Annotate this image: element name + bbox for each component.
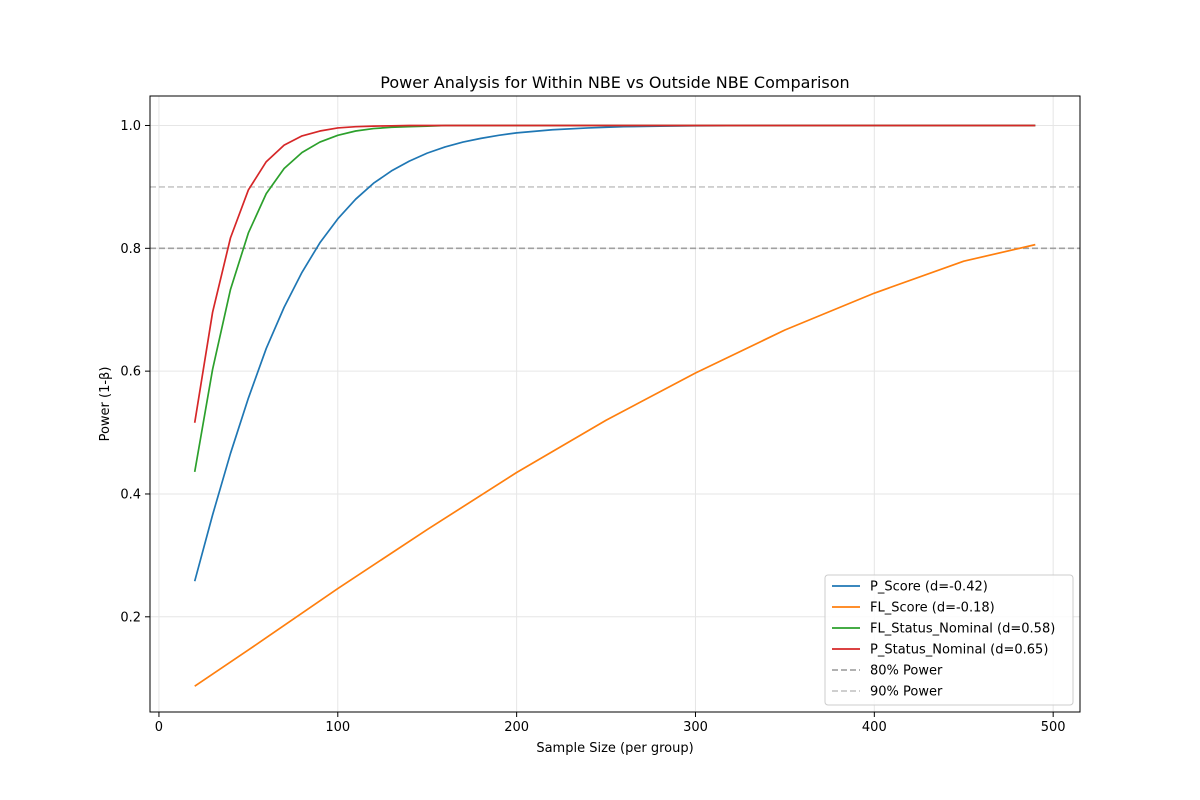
- series-lines: [193, 124, 1036, 687]
- legend-items: P_Score (d=-0.42) FL_Score (d=-0.18) FL_St…: [832, 580, 1055, 700]
- y-tick-label: 0.8: [120, 242, 141, 257]
- chart-title: Power Analysis for Within NBE vs Outside…: [380, 73, 849, 92]
- x-tick-label: 100: [325, 720, 350, 735]
- legend-label: FL_Status_Nominal (d=0.58): [870, 622, 1055, 637]
- legend-box: [824, 574, 1074, 706]
- legend-label: P_Status_Nominal (d=0.65): [870, 643, 1048, 658]
- y-tick-label: 0.2: [120, 610, 141, 625]
- y-tick-label: 1.0: [120, 119, 141, 134]
- legend-label: FL_Score (d=-0.18): [870, 601, 995, 616]
- reference-lines: [150, 186, 1080, 250]
- legend-label: 80% Power: [870, 664, 943, 679]
- x-tick-label: 400: [862, 720, 887, 735]
- legend-label: P_Score (d=-0.42): [870, 580, 988, 595]
- axes: 0 100 200 300 400 500 0.2 0.4 0.6 0.8 1.0: [120, 119, 1065, 735]
- x-axis-label: Sample Size (per group): [536, 741, 693, 756]
- y-tick-label: 0.4: [120, 487, 141, 502]
- plot-area-frame: [149, 95, 1081, 713]
- y-tick-label: 0.6: [120, 365, 141, 380]
- y-axis-label: Power (1-β): [98, 367, 113, 442]
- series-line-1: [194, 243, 1036, 687]
- legend-label: 90% Power: [870, 685, 943, 700]
- series-line-3: [193, 124, 1036, 423]
- legend: P_Score (d=-0.42) FL_Score (d=-0.18) FL_St…: [824, 574, 1074, 706]
- x-tick-label: 500: [1041, 720, 1066, 735]
- x-tick-label: 0: [155, 720, 163, 735]
- x-tick-label: 200: [504, 720, 529, 735]
- x-tick-label: 300: [683, 720, 708, 735]
